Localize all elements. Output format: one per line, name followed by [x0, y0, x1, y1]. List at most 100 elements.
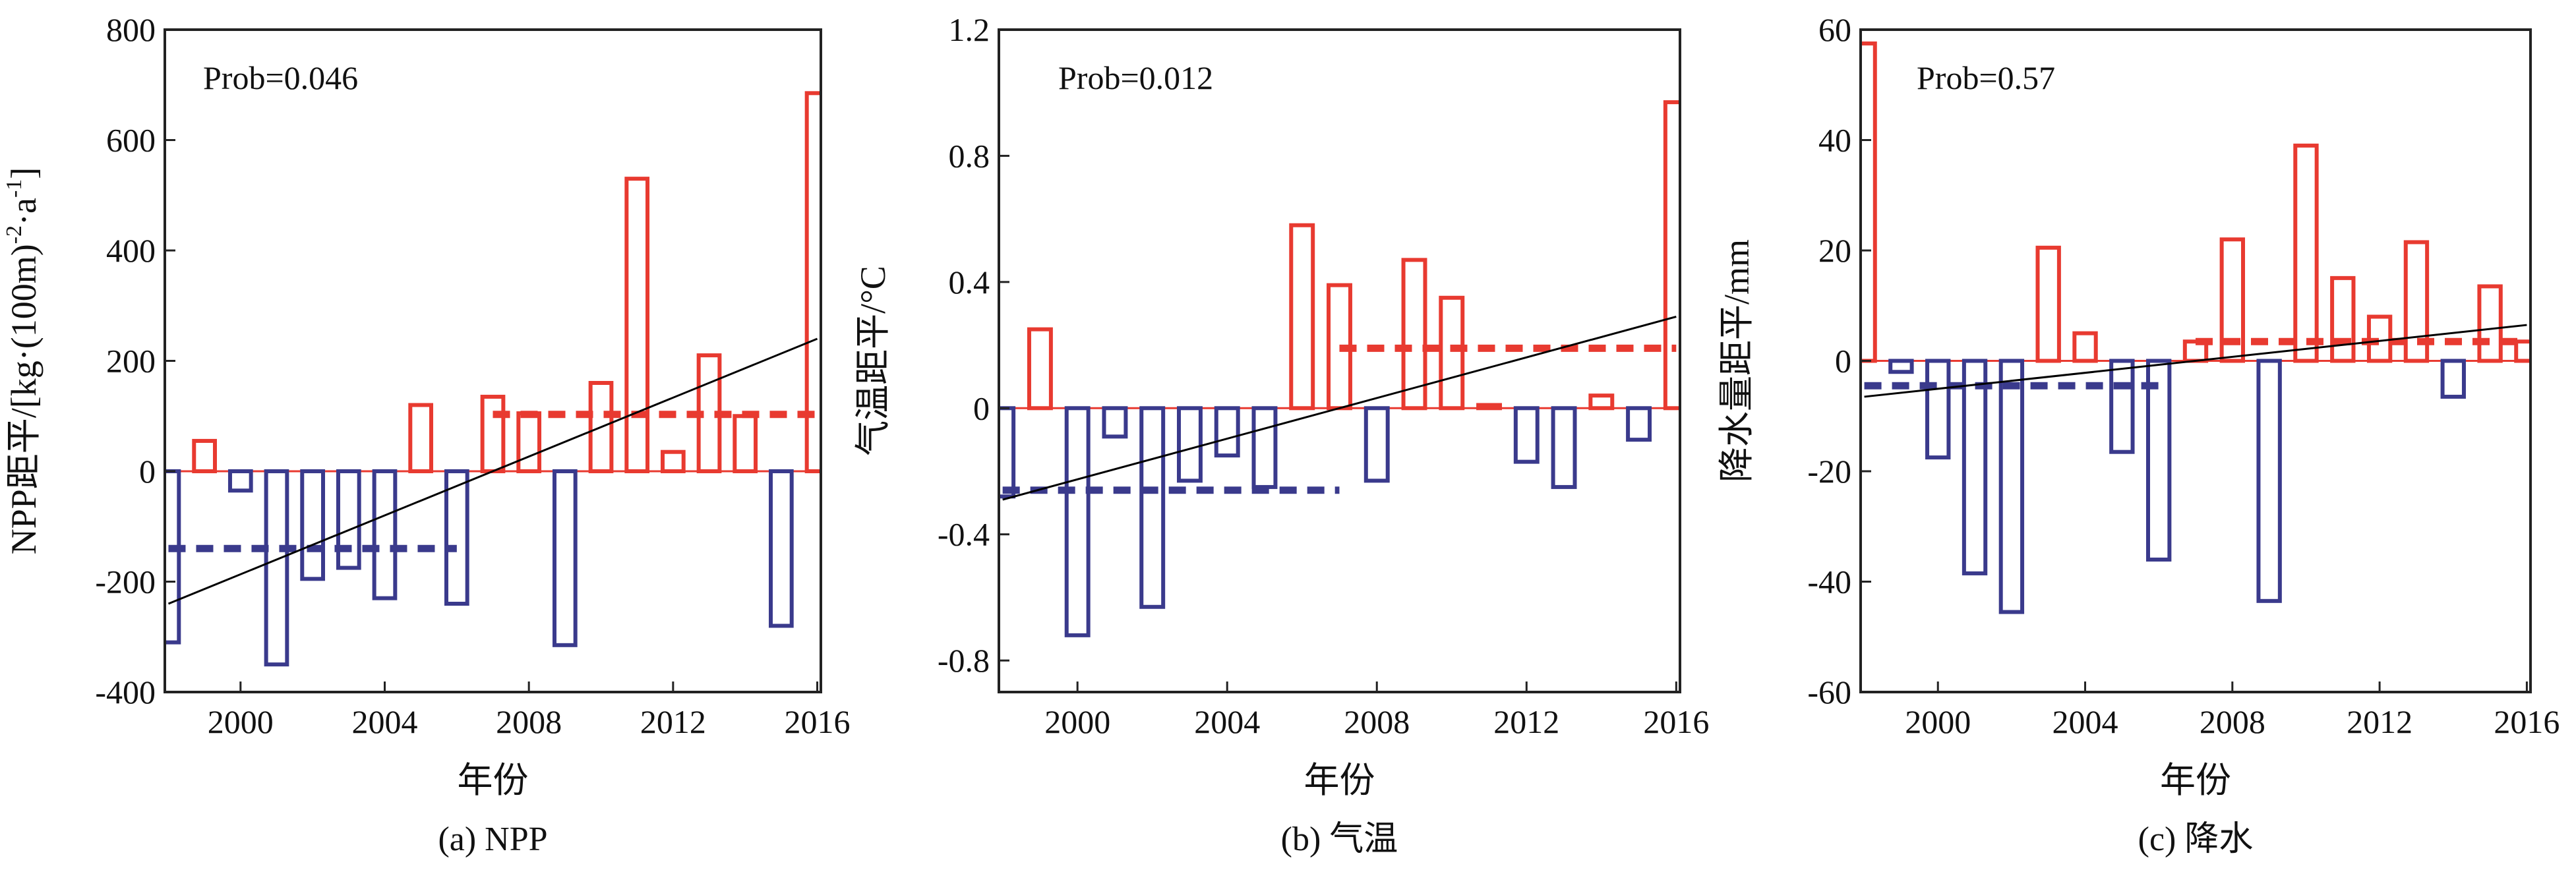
y-tick-label: 600: [106, 122, 156, 159]
bar-2001: [1962, 359, 1988, 575]
bar-2005: [1251, 406, 1278, 489]
bar-2002: [1998, 359, 2025, 614]
bar-2003: [1177, 406, 1203, 483]
bar-2008: [516, 411, 542, 473]
bar-2015: [1626, 406, 1652, 442]
x-tick-label: 2000: [1905, 703, 1971, 740]
y-tick-label: 0: [139, 453, 156, 490]
plot-area: [1861, 41, 2531, 614]
bar-2008: [2219, 237, 2246, 363]
y-axis-title-part: 降水量距平/mm: [1717, 239, 1756, 482]
bar-2009: [2256, 359, 2282, 603]
y-tick-label: 200: [106, 343, 156, 380]
bar-2005: [408, 403, 434, 473]
x-tick-label: 2000: [208, 703, 274, 740]
x-tick-label: 2004: [1194, 703, 1260, 740]
plot-area: [165, 91, 821, 667]
bar-2003: [2035, 245, 2061, 363]
x-tick-label: 2000: [1044, 703, 1110, 740]
y-tick-label: -20: [1807, 453, 1851, 490]
plot-area: [999, 100, 1680, 637]
y-tick-label: 0.8: [949, 137, 990, 174]
bar-2013: [1551, 406, 1577, 489]
bar-1999: [192, 438, 217, 473]
bar-1998: [1861, 41, 1877, 363]
bar-2003: [336, 469, 361, 570]
bar-1999: [1888, 359, 1914, 374]
y-tick-label: 40: [1818, 122, 1851, 159]
bar-2002: [300, 469, 326, 581]
bar-2000: [1925, 359, 1951, 460]
y-axis-title-part: -2: [2, 225, 26, 244]
bar-1998: [165, 469, 181, 645]
bar-2004: [372, 469, 398, 600]
y-tick-label: 400: [106, 232, 156, 269]
bar-2016: [804, 91, 821, 473]
x-tick-label: 2008: [1344, 703, 1410, 740]
bar-2008: [1363, 406, 1390, 483]
bar-2012: [660, 450, 686, 473]
prob-annotation: Prob=0.046: [203, 59, 358, 96]
y-axis-title-part: ·a: [4, 198, 44, 225]
panel-caption: (b) 气温: [1281, 821, 1398, 858]
x-axis-title: 年份: [1304, 761, 1375, 800]
x-tick-label: 2016: [1643, 703, 1709, 740]
y-tick-label: 60: [1818, 11, 1851, 48]
x-tick-label: 2012: [1493, 703, 1559, 740]
bar-2009: [1401, 258, 1427, 411]
bar-2007: [480, 394, 506, 473]
x-tick-label: 2016: [785, 703, 851, 740]
plot-frame: [164, 28, 822, 693]
y-tick-label: 0: [1835, 343, 1851, 380]
bar-2014: [733, 414, 758, 473]
y-tick-label: -200: [95, 564, 156, 600]
bar-2001: [264, 469, 289, 667]
bar-2000: [1064, 406, 1091, 637]
bar-2011: [1476, 403, 1502, 411]
y-tick-label: 0: [973, 390, 990, 426]
bar-2011: [2330, 276, 2356, 363]
y-tick-label: 800: [106, 11, 156, 48]
y-axis-title-part: NPP距平/[kg·(100m): [4, 244, 44, 554]
bar-2005: [2109, 359, 2135, 454]
trend-line: [1864, 324, 2527, 398]
y-axis-title-part: 气温距平/°C: [853, 266, 893, 456]
x-tick-label: 2004: [351, 703, 417, 740]
bar-2012: [1513, 406, 1540, 464]
y-tick-label: -40: [1807, 564, 1851, 600]
bar-2006: [444, 469, 469, 606]
prob-annotation: Prob=0.012: [1058, 59, 1213, 96]
x-tick-label: 2012: [2347, 703, 2412, 740]
x-tick-label: 2016: [2494, 703, 2560, 740]
bar-2010: [588, 381, 614, 473]
bar-2004: [1214, 406, 1240, 458]
y-tick-label: -0.4: [938, 516, 990, 553]
y-axis-title-part: ]: [4, 167, 44, 179]
bar-2009: [552, 469, 578, 647]
bar-2015: [2477, 284, 2503, 363]
bar-2011: [624, 177, 650, 473]
panel-caption: (c) 降水: [2138, 821, 2254, 858]
trend-line: [167, 337, 818, 605]
bar-1998: [999, 406, 1016, 499]
y-tick-label: 1.2: [949, 11, 990, 48]
x-axis-title: 年份: [458, 761, 529, 800]
x-tick-label: 2008: [2200, 703, 2265, 740]
bar-2010: [2293, 143, 2319, 363]
x-tick-label: 2008: [496, 703, 562, 740]
x-tick-label: 2004: [2052, 703, 2118, 740]
chart-panel-npp: -400 -200 0 200 400 600 800 2000 2004 2008 2012 201…: [2, 11, 851, 858]
bar-2004: [2072, 331, 2098, 363]
y-axis-title-part: -1: [2, 179, 26, 198]
chart-panel-precipitation: -60 -40 -20 0 20 40 60 2000 2004 2008 2012 2016 年份 (c…: [1717, 11, 2560, 858]
y-axis-title: 气温距平/°C: [853, 266, 893, 456]
trend-line: [1002, 316, 1677, 501]
y-axis-title: NPP距平/[kg·(100m)-2·a-1]: [2, 167, 44, 555]
bar-2006: [1289, 223, 1315, 411]
bar-2000: [227, 469, 253, 493]
bar-2014: [1588, 393, 1615, 411]
bar-2013: [2403, 240, 2430, 363]
bar-2001: [1102, 406, 1128, 439]
x-tick-label: 2012: [640, 703, 706, 740]
